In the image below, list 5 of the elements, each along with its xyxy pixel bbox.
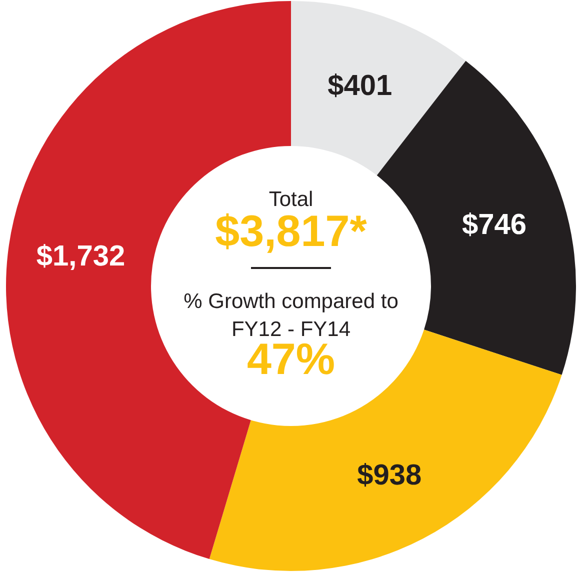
data-label: $401 xyxy=(328,70,392,102)
data-label: $1,732 xyxy=(36,240,126,272)
donut-slice xyxy=(291,1,466,176)
data-label: $938 xyxy=(357,459,422,492)
data-label: $746 xyxy=(462,209,526,242)
